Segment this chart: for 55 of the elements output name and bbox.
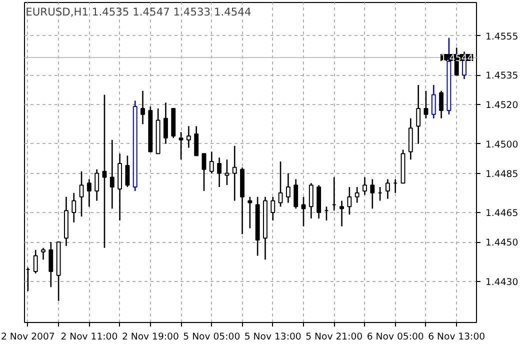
candlestick <box>362 176 367 196</box>
candlestick <box>286 172 290 204</box>
y-tick-label: 1.4465 <box>486 208 518 220</box>
x-tick-label: 5 Nov 05:00 <box>183 332 240 342</box>
y-tick-label: 1.4500 <box>486 139 518 150</box>
candlestick <box>408 118 413 160</box>
candlestick <box>232 145 237 202</box>
candlestick <box>140 90 145 125</box>
chart-title: EURUSD,H1 1.4535 1.4547 1.4533 1.4544 <box>26 6 252 18</box>
candlestick <box>370 178 375 210</box>
candlestick <box>178 131 184 160</box>
candlestick <box>385 178 390 200</box>
candlestick <box>270 196 276 222</box>
candlestick <box>354 186 360 204</box>
candlestick <box>224 158 230 186</box>
x-tick-label: 5 Nov 13:00 <box>244 332 302 342</box>
candlestick <box>86 178 92 208</box>
ref-line-label: 1.4544 <box>440 52 474 64</box>
candlestick <box>301 196 306 227</box>
candlestick <box>308 182 314 220</box>
x-tick-label: 2 Nov 11:00 <box>60 332 118 342</box>
candlestick <box>33 249 38 274</box>
candlestick <box>347 186 352 216</box>
candlestick <box>209 151 214 174</box>
candlestick <box>194 126 199 156</box>
candlestick <box>439 90 444 119</box>
candlestick <box>202 153 206 192</box>
candlestick <box>248 196 252 229</box>
candlestick <box>278 160 283 208</box>
y-tick-label: 1.4430 <box>486 276 518 288</box>
y-tick-label: 1.4520 <box>486 100 518 112</box>
x-tick-label: 2 Nov 2007 <box>1 332 55 342</box>
x-tick-label: 5 Nov 21:00 <box>306 332 363 342</box>
y-tick-label: 1.4450 <box>486 238 518 249</box>
candlestick <box>217 156 222 188</box>
x-tick-label: 6 Nov 05:00 <box>366 332 424 342</box>
candlestick <box>48 241 54 288</box>
candlestick <box>340 200 344 227</box>
candlestick <box>294 178 298 210</box>
x-tick-label: 6 Nov 13:00 <box>428 332 486 342</box>
y-tick-label: 1.4485 <box>486 168 518 180</box>
candlestick <box>79 170 84 218</box>
candlestick <box>110 139 114 210</box>
candlestick <box>72 192 76 224</box>
candlestick <box>431 84 436 119</box>
candlestick <box>125 154 130 188</box>
candlestick <box>41 247 46 260</box>
candlestick <box>186 126 191 148</box>
x-tick-label: 2 Nov 19:00 <box>122 332 179 342</box>
y-tick-label: 1.4535 <box>486 70 518 82</box>
candlestick <box>424 90 428 119</box>
candlestick <box>94 168 100 202</box>
candlestick <box>416 84 421 144</box>
candlestick <box>164 102 168 144</box>
y-tick-label: 1.4555 <box>486 31 518 42</box>
